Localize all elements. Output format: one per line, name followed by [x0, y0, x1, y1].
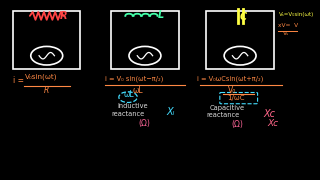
Text: ωL: ωL — [133, 86, 143, 95]
Text: C: C — [240, 12, 247, 22]
Text: (Ω): (Ω) — [139, 120, 151, 129]
Text: L: L — [158, 10, 164, 20]
Bar — [111, 11, 179, 69]
Text: Vₛ: Vₛ — [283, 31, 289, 36]
Text: Vₛ=V₀sin(ωt): Vₛ=V₀sin(ωt) — [278, 12, 314, 17]
Text: reactance: reactance — [206, 112, 240, 118]
Text: V₀: V₀ — [228, 86, 236, 95]
Text: Xₗ: Xₗ — [166, 107, 175, 117]
Text: ωL: ωL — [124, 90, 134, 99]
Text: R: R — [44, 86, 49, 95]
Text: xV=  V: xV= V — [278, 23, 299, 28]
Bar — [206, 11, 274, 69]
Text: 1/ωC: 1/ωC — [227, 95, 245, 101]
Text: i = V₀ωCsin(ωt+π/₂): i = V₀ωCsin(ωt+π/₂) — [197, 76, 263, 82]
Text: Xᴄ: Xᴄ — [263, 109, 275, 119]
Text: Inductive: Inductive — [117, 103, 148, 109]
Text: V₀sin(ωt): V₀sin(ωt) — [25, 74, 58, 80]
Text: i = V₀ sin(ωt−π/₂): i = V₀ sin(ωt−π/₂) — [105, 76, 164, 82]
Text: R: R — [60, 11, 67, 21]
Text: Xᴄ: Xᴄ — [268, 120, 279, 129]
Text: (Ω): (Ω) — [231, 120, 243, 129]
Bar — [13, 11, 81, 69]
Text: reactance: reactance — [111, 111, 144, 116]
Text: Capacitive: Capacitive — [209, 105, 244, 111]
Text: i =: i = — [13, 76, 24, 85]
